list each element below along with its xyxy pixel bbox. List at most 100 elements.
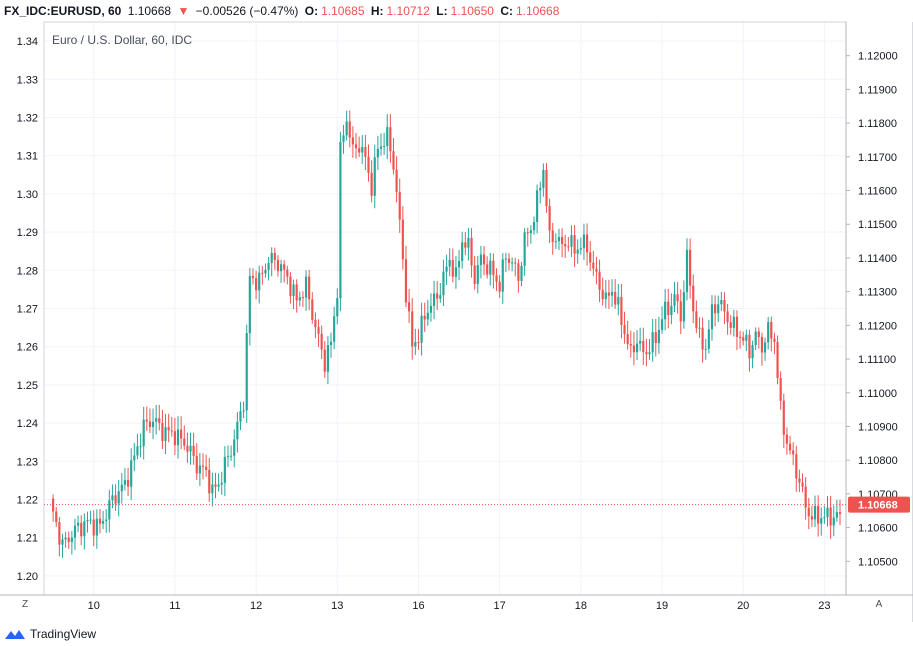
- symbol-name[interactable]: FX_IDC:EURUSD, 60: [4, 4, 122, 18]
- candle-body: [133, 455, 136, 461]
- candle-body: [498, 281, 501, 292]
- candle-body: [614, 291, 617, 305]
- candle-body: [573, 235, 576, 254]
- candle-body: [607, 292, 611, 296]
- candle-body: [645, 352, 648, 355]
- candle-body: [370, 172, 373, 196]
- candle-body: [339, 141, 342, 299]
- candle-body: [507, 258, 511, 264]
- candle-body: [236, 421, 239, 440]
- candle-body: [826, 507, 829, 518]
- candle-body: [108, 500, 111, 520]
- candle-body: [67, 537, 70, 542]
- candle-body: [464, 242, 467, 248]
- candle-body: [367, 156, 370, 173]
- last-price: 1.10668: [127, 4, 172, 18]
- high-value: 1.10712: [386, 4, 430, 18]
- zoom-button[interactable]: Z: [21, 599, 29, 610]
- right-price-axis[interactable]: 1.105001.106001.107001.108001.109001.110…: [846, 51, 898, 569]
- time-tick-label: 23: [818, 600, 830, 612]
- candle-body: [136, 446, 139, 456]
- candle-body: [567, 246, 570, 248]
- candle-body: [420, 315, 423, 343]
- candle-body: [810, 516, 813, 520]
- candle-body: [95, 518, 98, 536]
- candle-body: [270, 252, 273, 264]
- candle-body: [589, 252, 592, 263]
- candle-body: [779, 378, 782, 401]
- candle-body: [685, 249, 689, 293]
- brand-footer[interactable]: TradingView: [4, 624, 96, 644]
- candle-body: [158, 418, 161, 424]
- candle-body: [551, 230, 554, 243]
- candle-body: [517, 263, 520, 281]
- last-price-badge: [848, 496, 910, 513]
- candle-body: [314, 319, 317, 328]
- candle-body: [776, 341, 779, 379]
- candle-body: [333, 316, 336, 342]
- left-tick-label: 1.23: [17, 456, 38, 468]
- candle-body: [835, 512, 838, 518]
- candle-body: [239, 411, 242, 422]
- candle-body: [261, 272, 264, 274]
- open-label: O:: [304, 4, 319, 18]
- candle-body: [414, 342, 417, 347]
- candle-body: [248, 276, 251, 334]
- price-chart[interactable]: 1.20 1.21 1.22 1.23 1.24 1.25 1.26 1.27 1.28 1.29…: [0, 0, 913, 622]
- candle-body: [317, 327, 320, 334]
- candle-body: [251, 276, 255, 279]
- candle-body: [723, 300, 726, 312]
- auto-scale-button[interactable]: A: [875, 599, 883, 610]
- candle-body: [348, 121, 351, 138]
- candle-body: [610, 291, 614, 296]
- candle-body: [361, 146, 364, 153]
- candle-body: [142, 419, 145, 447]
- left-tick-label: 1.25: [17, 380, 38, 392]
- right-tick-label: 1.11800: [858, 118, 897, 130]
- last-price-badge-label: 1.10668: [858, 500, 898, 512]
- candle-body: [536, 190, 539, 222]
- right-tick-label: 1.11000: [858, 388, 897, 400]
- candle-body: [217, 484, 220, 487]
- candle-body: [514, 262, 517, 264]
- left-tick-label: 1.26: [17, 342, 38, 354]
- right-tick-label: 1.11200: [858, 320, 897, 332]
- down-arrow-icon: ▼: [177, 4, 190, 18]
- candle-body: [807, 507, 810, 517]
- candle-body: [635, 343, 639, 353]
- candle-body: [264, 269, 267, 274]
- candle-body: [289, 276, 292, 296]
- candle-body: [170, 430, 173, 432]
- candle-body: [77, 522, 80, 526]
- candle-body: [738, 336, 742, 338]
- candle-body: [486, 264, 489, 275]
- candle-body: [585, 234, 589, 253]
- candle-body: [389, 127, 392, 152]
- candle-body: [592, 262, 595, 269]
- candle-body: [648, 352, 651, 355]
- candle-body: [457, 260, 461, 268]
- candle-body: [698, 327, 701, 329]
- candle-body: [639, 341, 642, 344]
- candle-body: [201, 465, 205, 467]
- right-tick-label: 1.10800: [858, 455, 898, 467]
- candle-body: [242, 410, 245, 412]
- candle-body: [139, 446, 142, 448]
- right-tick-label: 1.10600: [858, 523, 898, 535]
- candle-body: [801, 482, 804, 487]
- candle-body: [326, 345, 329, 372]
- candle-body: [214, 484, 217, 487]
- candle-body: [788, 443, 792, 451]
- candle-body: [151, 421, 155, 428]
- candle-body: [461, 242, 464, 261]
- time-axis[interactable]: 10 11 12 13 16 17 18 19 20 23: [88, 600, 831, 612]
- candle-body: [623, 324, 626, 335]
- candle-body: [186, 445, 189, 452]
- candle-body: [798, 478, 801, 483]
- time-tick-label: 19: [656, 600, 668, 612]
- left-price-axis: 1.20 1.21 1.22 1.23 1.24 1.25 1.26 1.27 1.28 1.29…: [17, 36, 38, 583]
- candle-body: [654, 332, 657, 344]
- right-tick-label: 1.11500: [858, 219, 897, 231]
- candle-body: [145, 419, 148, 422]
- candle-body: [670, 305, 673, 315]
